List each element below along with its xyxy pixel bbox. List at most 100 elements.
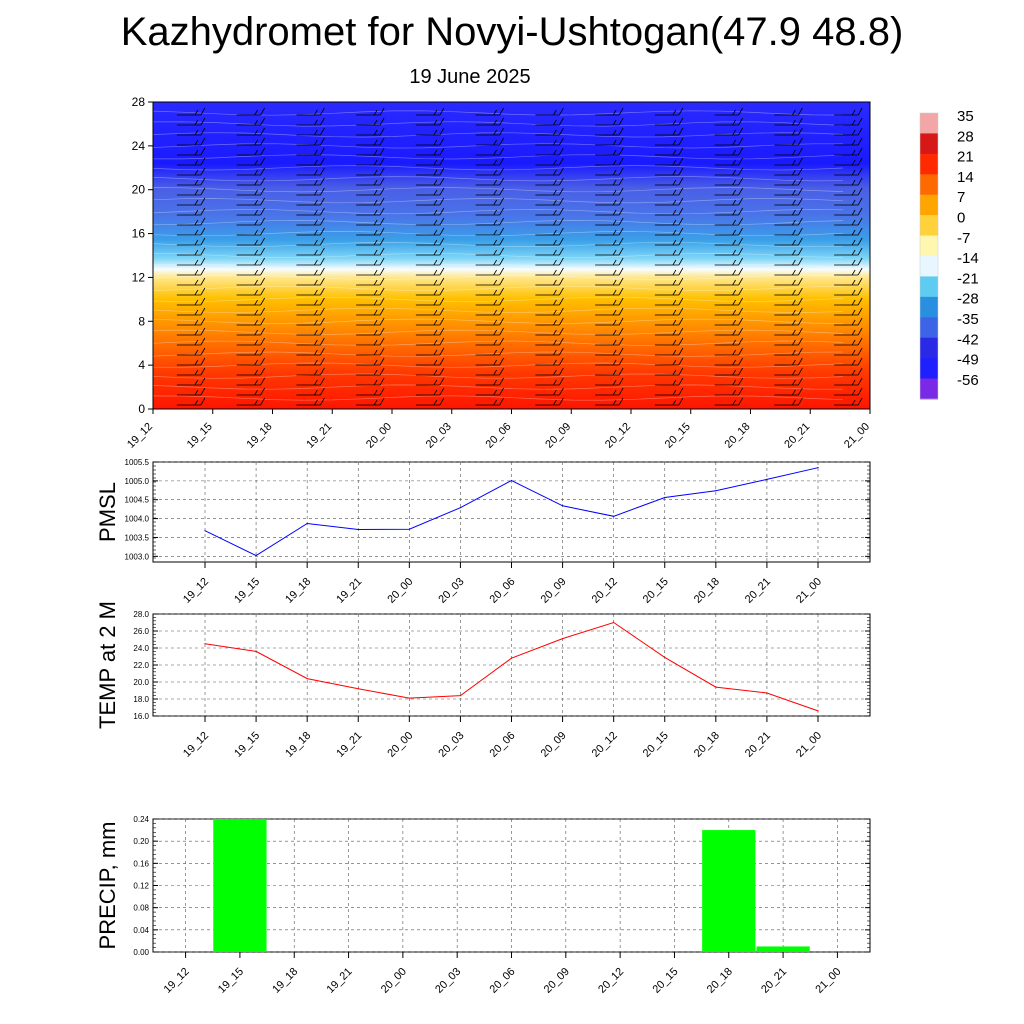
wind-barb [296,187,325,196]
temp2m-panel: 16.0 18.0 20.0 22.0 24.0 26.0 28.0 19_12 19_15 19… [95,601,871,760]
wind-barb [535,227,564,236]
data-point [408,697,410,699]
wind-barb [475,207,504,216]
wind-barb [296,287,325,296]
y-tick-label: 0.24 [133,815,149,824]
data-point [204,643,206,645]
wind-barb [774,277,803,286]
y-axis-label: PMSL [95,482,120,542]
x-tick-label: 20_15 [641,576,671,606]
wind-barb [475,307,504,316]
wind-barb [415,217,445,226]
wind-barb [475,147,504,156]
x-tick-label: 20_21 [759,966,789,996]
wind-barb [356,257,385,266]
wind-barb [356,347,385,356]
wind-barb [774,367,803,376]
colorbar-label: -56 [957,372,979,389]
x-tick-label: 20_03 [424,421,454,451]
wind-barb [834,157,863,166]
contour-line [152,209,844,215]
x-tick-label: 20_00 [385,576,415,606]
wind-barb [415,227,445,236]
wind-barb [356,397,385,406]
wind-barb [774,137,803,146]
colorbar-swatch [920,174,938,196]
wind-barb [176,287,206,296]
wind-barb [296,267,325,276]
wind-barb [774,107,803,116]
colorbar-swatch [920,337,938,359]
wind-barb [834,177,863,186]
wind-barb [834,127,863,136]
wind-barb [356,127,385,136]
wind-barb [236,367,265,376]
wind-barb [236,127,265,136]
wind-barb [774,187,803,196]
wind-barb [595,247,624,256]
wind-barb [834,277,863,286]
wind-barb [356,177,385,186]
wind-barb [654,177,684,186]
data-point [204,530,206,532]
wind-barb [834,357,863,366]
wind-barb [595,297,624,306]
wind-barb [475,257,504,266]
contour-line [152,187,844,193]
colorbar-swatch [920,296,938,318]
wind-barb [415,277,445,286]
y-tick-label: 1004.0 [125,515,150,524]
precip-bar [756,946,810,952]
wind-barb [475,177,504,186]
wind-barb [415,197,445,206]
x-tick-label: 19_15 [232,730,262,760]
wind-barb [356,217,385,226]
wind-barb [714,267,743,276]
wind-barb [176,257,206,266]
colorbar-swatch [920,235,938,257]
wind-barb [296,247,325,256]
wind-barb [834,327,863,336]
data-point [255,650,257,653]
x-tick-label: 20_18 [692,576,722,606]
x-tick-label: 19_18 [283,576,313,606]
x-tick-label: 20_00 [364,421,394,451]
contour-line [152,329,844,335]
wind-barb [595,287,624,296]
wind-barb [236,247,265,256]
wind-barb [356,137,385,146]
colorbar-swatch [920,358,938,380]
contour-line [152,373,844,379]
wind-barb [415,267,445,276]
x-tick-label: 20_15 [650,966,680,996]
wind-barb [415,107,445,116]
wind-barb [834,107,863,116]
wind-barb [356,317,385,326]
wind-barb [296,237,325,246]
wind-barb [356,237,385,246]
wind-barb [714,377,743,386]
wind-barb [296,327,325,336]
contour-line [152,198,844,204]
x-tick-label: 20_09 [542,966,572,996]
wind-barb [415,157,445,166]
wind-barb [356,337,385,346]
wind-barb [654,127,684,136]
wind-barb [535,117,564,126]
contour-line [152,340,844,346]
wind-barb [296,207,325,216]
x-tick-label: 19_18 [270,966,300,996]
wind-barb [654,107,684,116]
wind-barb [535,207,564,216]
data-point [510,479,513,482]
wind-barb [176,147,206,156]
wind-barb [356,297,385,306]
wind-barb [236,217,265,226]
y-tick-label: 4 [138,358,145,372]
x-tick-label: 19_12 [125,421,155,451]
data-point [613,515,615,517]
wind-barb [236,177,265,186]
x-tick-label: 19_15 [216,966,246,996]
wind-barb [714,217,743,226]
wind-barb [296,377,325,386]
